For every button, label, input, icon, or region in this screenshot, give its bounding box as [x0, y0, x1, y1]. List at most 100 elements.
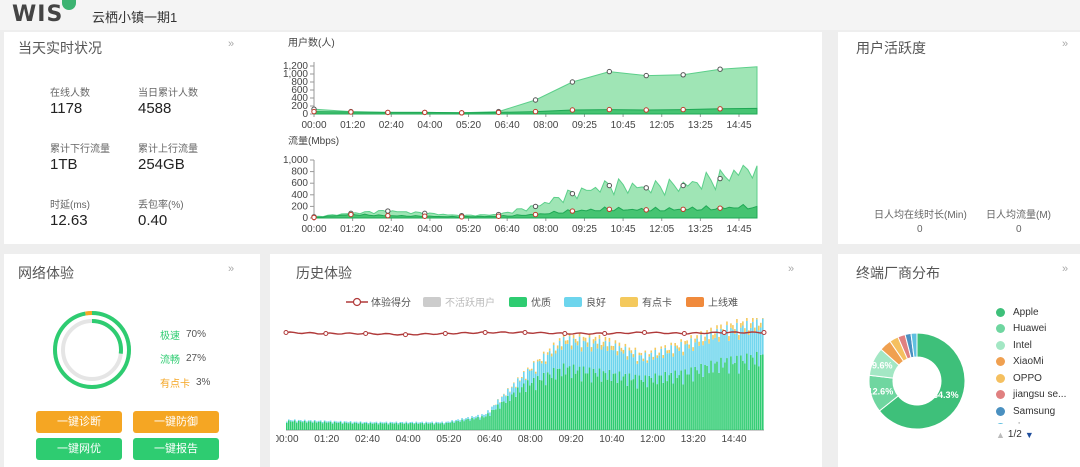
history-bar — [716, 325, 718, 329]
vendor-legend-item[interactable]: Apple — [996, 304, 1080, 321]
legend-label: 良好 — [586, 298, 606, 309]
vendor-legend-item[interactable]: Intel — [996, 337, 1080, 354]
history-bar — [297, 419, 300, 421]
history-bar — [341, 422, 344, 424]
history-bar — [570, 349, 573, 379]
history-legend-good[interactable]: 良好 — [564, 294, 606, 309]
realtime-title: 当天实时状况 — [18, 40, 102, 56]
y-tick-label: 1,200 — [283, 61, 308, 72]
realtime-more-icon[interactable]: » — [228, 38, 234, 50]
optimize-button[interactable]: 一键网优 — [36, 438, 122, 460]
history-bar — [648, 375, 651, 430]
history-bar — [552, 342, 555, 346]
history-bar — [670, 345, 672, 373]
history-bar — [614, 343, 617, 374]
history-bar — [642, 361, 645, 382]
history-bar — [532, 377, 535, 430]
score-point — [602, 331, 608, 337]
legend-swatch — [509, 296, 527, 307]
history-bar — [658, 375, 661, 430]
history-bar — [393, 423, 396, 430]
vendor-legend-item[interactable]: OPPO — [996, 370, 1080, 387]
history-legend-score[interactable]: 体验得分 — [346, 294, 411, 309]
history-bar — [642, 358, 645, 362]
history-bar — [682, 355, 684, 385]
history-bar — [588, 337, 591, 368]
history-bar — [548, 350, 551, 375]
vendor-legend-item[interactable]: vivo — [996, 420, 1080, 424]
history-bar — [634, 349, 637, 375]
history-bar — [702, 345, 704, 377]
score-point — [642, 329, 647, 335]
history-bar — [528, 370, 531, 386]
history-legend-hard-online[interactable]: 上线难 — [686, 294, 738, 309]
history-bar — [303, 420, 306, 430]
history-bar — [690, 335, 692, 339]
diagnose-button[interactable]: 一键诊断 — [36, 411, 122, 433]
history-bar — [690, 338, 692, 368]
history-more-icon[interactable]: » — [788, 263, 794, 275]
site-title[interactable]: 云栖小镇一期1 — [92, 10, 178, 25]
history-bar — [530, 382, 533, 430]
vendor-legend-item[interactable]: Huawei — [996, 321, 1080, 338]
history-bar — [682, 351, 684, 356]
vendor-legend-item[interactable]: Samsung — [996, 403, 1080, 420]
history-bar — [289, 421, 292, 430]
vendor-legend-item[interactable]: XiaoMi — [996, 354, 1080, 371]
history-bar — [519, 380, 521, 382]
history-bar — [622, 376, 625, 430]
pager-prev-icon[interactable]: ▲ — [996, 429, 1005, 440]
history-bar — [359, 422, 362, 430]
data-point — [643, 207, 649, 213]
history-bar — [710, 327, 712, 332]
vendor-more-icon[interactable]: » — [1062, 263, 1068, 275]
chart-ylabel: 流量(Mbps) — [288, 136, 339, 147]
history-legend-laggy[interactable]: 有点卡 — [620, 294, 672, 309]
legend-label: 不活跃用户 — [445, 298, 495, 309]
history-bar — [692, 347, 694, 351]
stat-value-uplink: 254GB — [138, 156, 185, 173]
history-bar — [447, 422, 449, 430]
history-bar — [475, 416, 477, 419]
history-bar — [574, 342, 577, 374]
history-bar — [385, 421, 388, 423]
history-bar — [728, 373, 730, 430]
history-bar — [540, 380, 543, 430]
history-bar — [744, 333, 746, 364]
history-bar — [646, 360, 649, 363]
ring-arc-smooth — [61, 319, 123, 381]
data-point — [717, 175, 723, 182]
history-bar — [704, 336, 706, 341]
history-bar — [698, 341, 700, 346]
donut-slice-label: 64.3% — [933, 390, 959, 400]
history-bar — [455, 421, 457, 430]
history-bar — [602, 346, 605, 372]
legend-dot-icon — [996, 357, 1005, 367]
protect-button[interactable]: 一键防御 — [133, 411, 219, 433]
history-legend-inactive[interactable]: 不活跃用户 — [423, 294, 495, 309]
data-point — [606, 206, 613, 213]
history-legend-excellent[interactable]: 优质 — [509, 294, 551, 309]
history-bar — [495, 404, 497, 410]
vendor-legend-item[interactable]: jiangsu se... — [996, 387, 1080, 404]
history-bar — [317, 421, 320, 430]
history-bar — [536, 361, 539, 377]
history-bar — [509, 391, 511, 393]
report-button[interactable]: 一键报告 — [133, 438, 219, 460]
pager-next-icon[interactable]: ▼ — [1024, 429, 1034, 440]
history-bar — [658, 355, 661, 376]
x-tick-label: 12:00 — [640, 434, 665, 445]
history-bar — [726, 325, 728, 359]
history-bar — [762, 354, 764, 430]
network-more-icon[interactable]: » — [228, 263, 234, 275]
history-bar — [572, 364, 575, 430]
history-bar — [355, 421, 358, 423]
history-bar — [726, 321, 728, 326]
history-bar — [732, 364, 734, 430]
activity-more-icon[interactable]: » — [1062, 38, 1068, 50]
history-bar — [750, 355, 752, 430]
stat-value-latency: 12.63 — [50, 212, 88, 229]
history-bar — [594, 340, 597, 374]
history-bar — [586, 373, 589, 430]
history-bar — [632, 357, 635, 380]
